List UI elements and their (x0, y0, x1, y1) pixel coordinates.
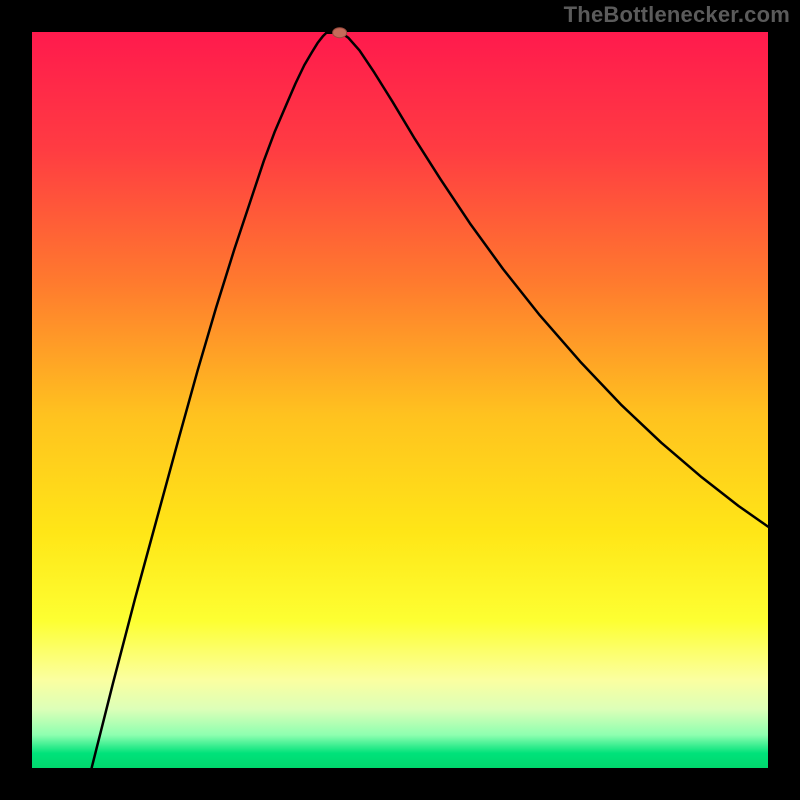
plot-background (32, 32, 768, 768)
trough-marker (333, 28, 347, 38)
watermark-text: TheBottlenecker.com (564, 2, 790, 28)
chart-stage: TheBottlenecker.com (0, 0, 800, 800)
bottleneck-chart (0, 0, 800, 800)
